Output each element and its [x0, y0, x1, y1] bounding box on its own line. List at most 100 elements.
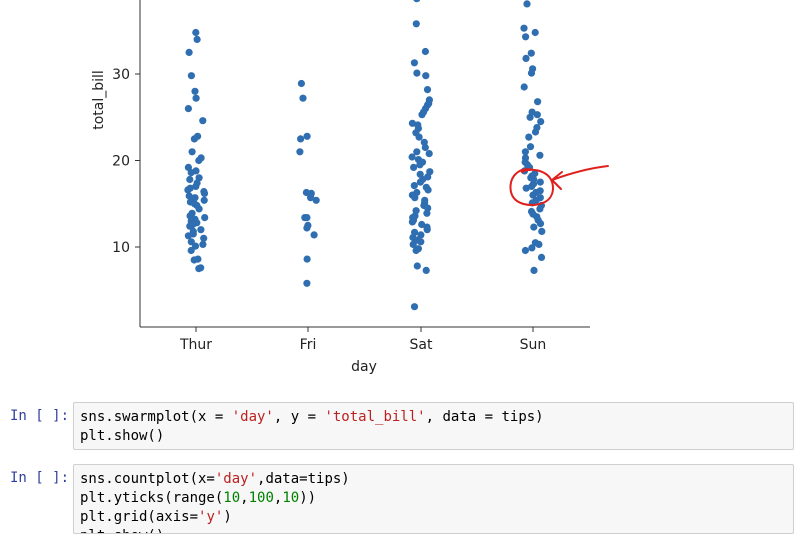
data-point — [416, 161, 424, 169]
x-tick-label: Fri — [300, 337, 317, 353]
data-point — [191, 194, 199, 202]
data-point — [421, 143, 429, 152]
data-point — [523, 0, 531, 8]
data-point — [192, 94, 200, 102]
data-point — [185, 48, 193, 57]
code-token: 10 — [282, 490, 300, 506]
code-token: 'y' — [198, 509, 224, 525]
data-point — [186, 175, 194, 184]
data-point — [187, 246, 195, 255]
notebook-cell[interactable]: In [ ]: sns.countplot(x='day',data=tips)… — [0, 464, 794, 534]
x-axis-label: day — [351, 359, 377, 375]
data-point — [192, 28, 200, 37]
code-input[interactable]: sns.countplot(x='day',data=tips) plt.ytic… — [73, 464, 794, 534]
code-token: sns.swarmplot(x = — [80, 409, 232, 425]
data-point — [307, 194, 315, 202]
data-point — [417, 238, 425, 246]
data-point — [195, 265, 203, 273]
data-point — [522, 184, 530, 192]
data-point — [536, 205, 544, 213]
data-point — [299, 94, 307, 102]
data-point — [521, 148, 530, 156]
data-point — [422, 72, 430, 80]
code-token: 10 — [223, 490, 241, 506]
data-point — [536, 178, 544, 186]
data-point — [303, 255, 311, 263]
data-point — [191, 87, 199, 95]
data-point — [413, 69, 421, 77]
code-token: )) — [299, 490, 317, 506]
data-point — [536, 220, 545, 228]
code-token: , — [240, 490, 249, 506]
data-point — [410, 303, 419, 311]
data-point — [413, 0, 421, 3]
data-point — [526, 113, 534, 121]
data-point — [199, 117, 207, 125]
code-token: , y = — [273, 409, 325, 425]
notebook-cell[interactable]: In [ ]: sns.swarmplot(x = 'day', y = 'to… — [0, 402, 794, 450]
data-point — [531, 28, 539, 37]
data-point — [522, 54, 530, 63]
code-line: sns.swarmplot(x = 'day', y = 'total_bill… — [80, 408, 787, 427]
annotation-arrow — [551, 165, 609, 190]
code-line: plt.show() — [80, 427, 787, 446]
data-point — [192, 182, 200, 190]
x-ticks: Thur Fri Sat Sun — [179, 327, 546, 353]
annotation-circle — [509, 168, 554, 206]
code-line: plt.grid(axis='y') — [80, 508, 787, 527]
data-point — [535, 240, 543, 248]
data-point — [411, 194, 419, 202]
data-point — [527, 49, 535, 57]
data-point — [184, 232, 192, 240]
data-point — [418, 111, 426, 119]
data-point — [303, 132, 311, 140]
cell-prompt: In [ ]: — [10, 470, 70, 486]
y-tick-label: 20 — [112, 154, 130, 170]
data-point — [421, 47, 429, 56]
data-point — [187, 72, 195, 80]
data-point — [184, 186, 192, 194]
data-point — [188, 148, 196, 156]
data-point — [530, 266, 538, 274]
data-point — [200, 234, 208, 242]
data-point — [186, 222, 194, 230]
data-point — [412, 20, 420, 28]
data-point — [312, 196, 320, 204]
data-point — [413, 262, 421, 270]
code-input[interactable]: sns.swarmplot(x = 'day', y = 'total_bill… — [73, 402, 794, 450]
data-point — [184, 105, 192, 113]
x-tick-label: Sun — [520, 337, 547, 353]
data-point — [200, 196, 208, 204]
data-point — [199, 240, 207, 248]
data-point — [197, 226, 205, 234]
data-point — [303, 214, 311, 222]
data-point — [415, 133, 423, 141]
data-point — [297, 79, 305, 88]
data-point — [417, 231, 425, 239]
data-point — [537, 118, 545, 126]
x-tick-label: Sat — [410, 337, 433, 353]
data-point — [195, 156, 203, 165]
swarmplot-chart: 10 20 30 Thur Fri Sat Sun total_bill day — [91, 0, 609, 375]
data-point — [527, 69, 536, 77]
annotation-marks — [509, 165, 609, 206]
data-point — [413, 148, 421, 156]
data-point — [408, 218, 416, 226]
data-point — [303, 279, 311, 287]
data-point — [526, 143, 535, 151]
data-point — [537, 253, 546, 261]
code-token: plt.show() — [80, 428, 165, 444]
data-point — [423, 226, 431, 234]
code-token: 'day' — [231, 409, 274, 425]
data-point — [528, 244, 536, 252]
data-point — [187, 169, 195, 177]
data-point — [410, 59, 418, 67]
code-token: ,data=tips) — [257, 471, 350, 487]
code-token: , data = tips) — [425, 409, 544, 425]
data-point — [201, 214, 209, 222]
code-token: 100 — [248, 490, 274, 506]
data-point — [416, 178, 424, 186]
data-point — [297, 135, 305, 143]
data-point — [423, 209, 431, 217]
data-point — [408, 153, 416, 161]
